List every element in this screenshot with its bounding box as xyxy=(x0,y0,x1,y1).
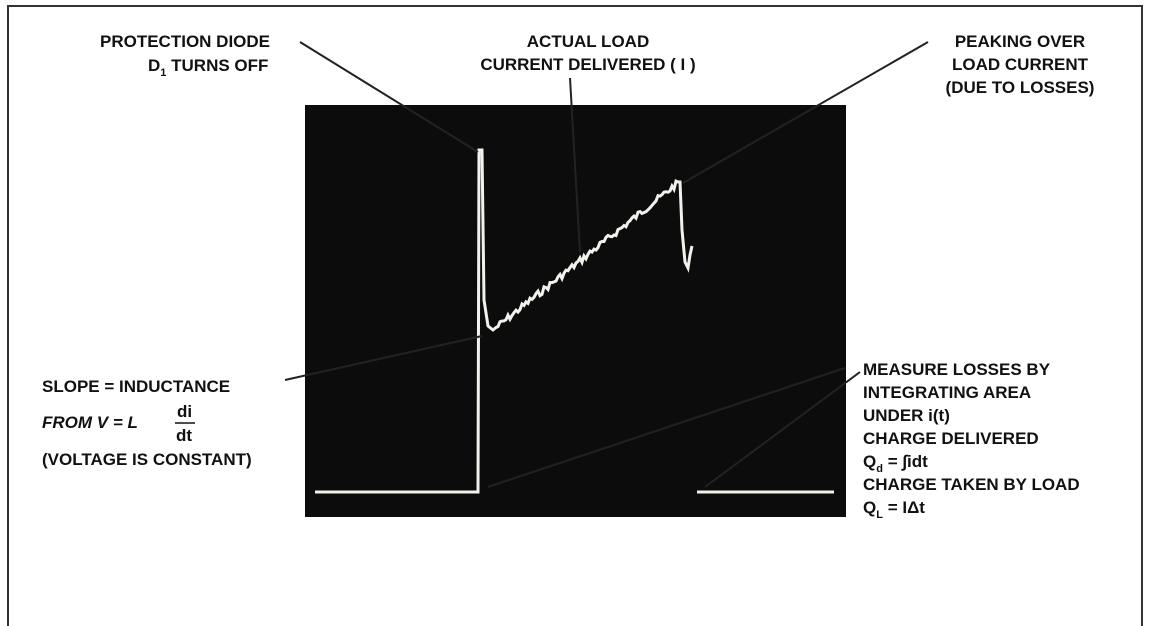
label: Q xyxy=(863,452,876,471)
label: INTEGRATING AREA xyxy=(863,383,1031,402)
label: PEAKING OVER xyxy=(955,32,1085,51)
label: TURNS OFF xyxy=(166,56,268,75)
label: (DUE TO LOSSES) xyxy=(946,78,1095,97)
label: = ∫idt xyxy=(883,452,928,471)
label: CURRENT DELIVERED ( I ) xyxy=(480,55,695,74)
label: ACTUAL LOAD xyxy=(527,32,649,51)
label: PROTECTION DIODE xyxy=(100,32,270,51)
label: CHARGE DELIVERED xyxy=(863,429,1039,448)
subscript: d xyxy=(876,463,883,475)
label: dt xyxy=(176,426,192,445)
label: LOAD CURRENT xyxy=(952,55,1089,74)
label: (VOLTAGE IS CONSTANT) xyxy=(42,450,252,469)
label: UNDER i(t) xyxy=(863,406,950,425)
label: Q xyxy=(863,498,876,517)
label: D xyxy=(148,56,160,75)
label: CHARGE TAKEN BY LOAD xyxy=(863,475,1080,494)
diagram: PROTECTION DIODE D1 TURNS OFF ACTUAL LOA… xyxy=(0,0,1149,626)
label: di xyxy=(177,402,192,421)
label: FROM V = L xyxy=(42,413,138,432)
label: MEASURE LOSSES BY xyxy=(863,360,1051,379)
label: SLOPE = INDUCTANCE xyxy=(42,377,230,396)
label: = IΔt xyxy=(883,498,925,517)
